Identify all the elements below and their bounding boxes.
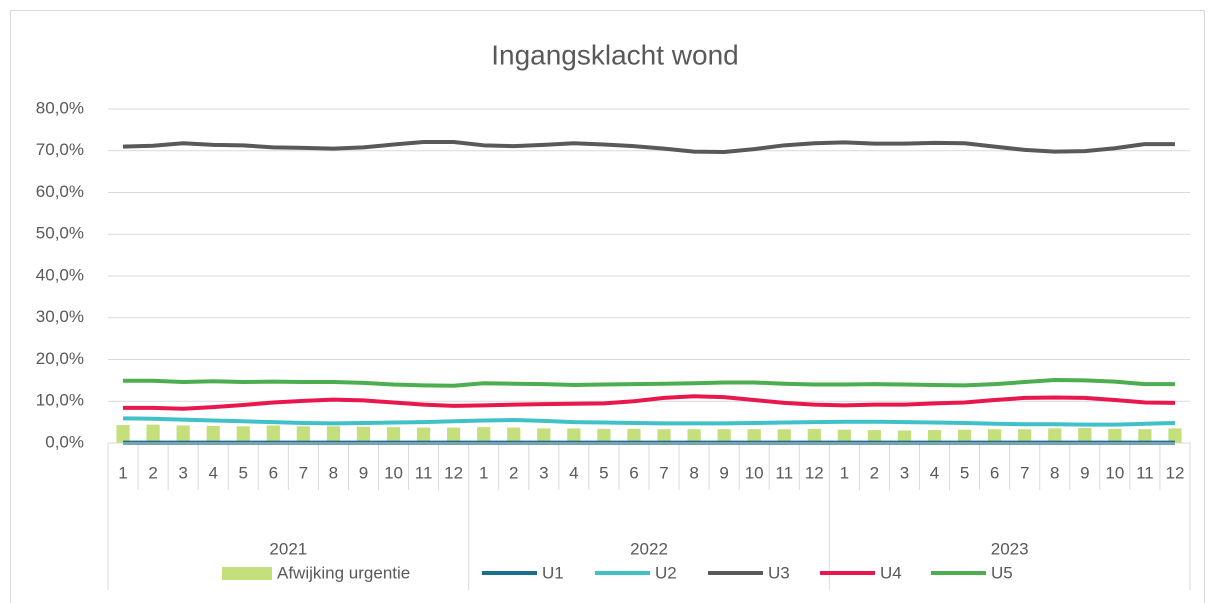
x-tick-label: 7 xyxy=(659,463,668,482)
line-series xyxy=(123,377,1175,388)
bar xyxy=(507,427,521,443)
legend-label: U3 xyxy=(768,563,790,582)
y-tick-label: 30,0% xyxy=(36,307,84,326)
bar xyxy=(747,429,761,443)
x-tick-label: 12 xyxy=(444,463,463,482)
bar xyxy=(1048,428,1062,443)
x-tick-label: 10 xyxy=(1105,463,1124,482)
x-tick-label: 4 xyxy=(930,463,939,482)
x-tick-label: 1 xyxy=(479,463,488,482)
bar xyxy=(957,429,972,443)
x-tick-label: 3 xyxy=(178,463,187,482)
bar xyxy=(777,429,791,443)
x-tick-label: 7 xyxy=(1020,463,1029,482)
bar xyxy=(386,427,401,443)
y-tick-label: 40,0% xyxy=(36,265,84,284)
x-tick-label: 3 xyxy=(539,463,548,482)
bar xyxy=(687,429,701,443)
x-tick-label: 2 xyxy=(870,463,879,482)
bar xyxy=(897,430,912,443)
bar xyxy=(1108,428,1122,443)
x-tick-label: 12 xyxy=(1166,463,1185,482)
x-tick-label: 11 xyxy=(415,463,433,482)
bar xyxy=(627,428,641,443)
x-tick-label: 7 xyxy=(299,463,308,482)
x-tick-label: 5 xyxy=(960,463,969,482)
legend-label: U5 xyxy=(991,563,1013,582)
bar xyxy=(1078,427,1092,443)
y-tick-label: 20,0% xyxy=(36,349,84,368)
bar xyxy=(146,424,160,443)
x-tick-label: 4 xyxy=(208,463,217,482)
x-tick-label: 1 xyxy=(118,463,127,482)
x-tick-label: 12 xyxy=(805,463,824,482)
bar xyxy=(867,430,882,443)
bar xyxy=(1168,428,1182,443)
x-tick-label: 5 xyxy=(599,463,608,482)
bar xyxy=(266,425,280,443)
x-tick-label: 8 xyxy=(689,463,698,482)
y-tick-label: 60,0% xyxy=(36,182,84,201)
x-tick-label: 3 xyxy=(900,463,909,482)
x-tick-label: 6 xyxy=(990,463,999,482)
bar xyxy=(326,426,341,443)
x-tick-label: 9 xyxy=(359,463,368,482)
x-tick-label: 10 xyxy=(384,463,403,482)
bar xyxy=(296,426,310,443)
legend-label: U2 xyxy=(655,563,677,582)
x-tick-label: 8 xyxy=(329,463,338,482)
chart-title: Ingangsklacht wond xyxy=(491,39,739,70)
x-tick-label: 5 xyxy=(239,463,248,482)
x-tick-label: 1 xyxy=(840,463,849,482)
y-tick-label: 50,0% xyxy=(36,224,84,243)
group-label: 2022 xyxy=(630,539,668,558)
bar xyxy=(567,428,581,443)
x-tick-label: 8 xyxy=(1050,463,1059,482)
line-series xyxy=(123,416,1176,427)
legend-label: U4 xyxy=(880,563,902,582)
bar xyxy=(416,427,431,443)
y-tick-label: 80,0% xyxy=(36,98,84,117)
legend-label: U1 xyxy=(542,563,564,582)
y-tick-label: 70,0% xyxy=(36,140,84,159)
bar xyxy=(927,430,942,443)
x-tick-label: 11 xyxy=(775,463,793,482)
bar xyxy=(1018,429,1032,443)
bar xyxy=(837,429,851,443)
bar xyxy=(597,428,611,443)
x-tick-label: 2 xyxy=(509,463,518,482)
y-tick-label: 10,0% xyxy=(36,391,84,410)
x-tick-label: 10 xyxy=(745,463,764,482)
group-label: 2023 xyxy=(991,539,1029,558)
line-series xyxy=(123,394,1175,411)
bar xyxy=(657,429,671,443)
bar xyxy=(807,428,821,443)
chart-frame xyxy=(10,10,1205,603)
x-tick-label: 9 xyxy=(719,463,728,482)
bar xyxy=(537,428,551,443)
bar xyxy=(477,427,491,443)
legend-label: Afwijking urgentie xyxy=(277,563,410,582)
bar xyxy=(1138,429,1152,443)
x-tick-label: 6 xyxy=(269,463,278,482)
bar xyxy=(356,426,371,443)
bar xyxy=(176,425,190,443)
x-tick-label: 11 xyxy=(1136,463,1154,482)
bar xyxy=(116,425,130,443)
legend-swatch xyxy=(222,567,272,580)
x-tick-label: 4 xyxy=(569,463,578,482)
x-tick-label: 6 xyxy=(629,463,638,482)
x-tick-label: 2 xyxy=(148,463,157,482)
bar xyxy=(206,425,220,443)
group-label: 2021 xyxy=(269,539,307,558)
line-series xyxy=(122,139,1175,155)
bar xyxy=(717,429,731,443)
bar xyxy=(236,426,250,443)
x-tick-label: 9 xyxy=(1080,463,1089,482)
y-tick-label: 0,0% xyxy=(45,432,84,451)
bar xyxy=(988,429,1002,443)
bar xyxy=(447,427,461,443)
